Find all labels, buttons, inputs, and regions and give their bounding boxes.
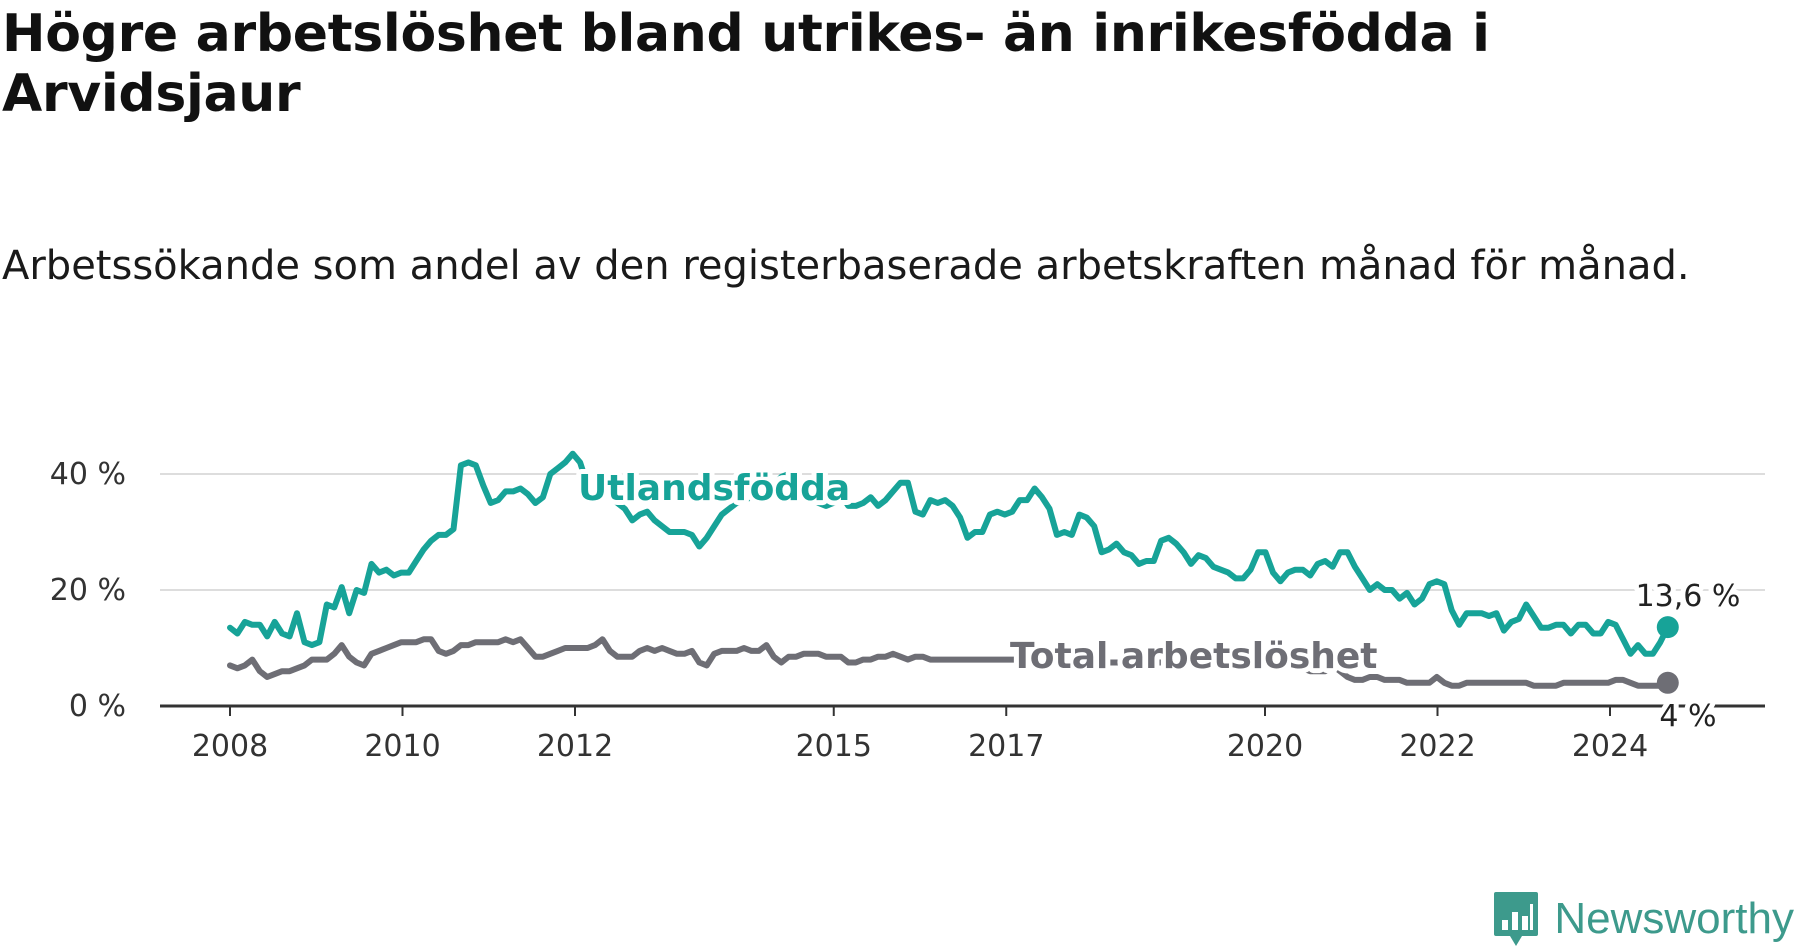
x-tick-label: 2022 — [1399, 729, 1475, 764]
x-tick-label: 2015 — [796, 729, 872, 764]
y-axis-ticks: 0 % 20 % 40 % — [50, 457, 126, 724]
end-point-utlandsfodda — [1656, 616, 1679, 639]
line-chart: 0 % 20 % 40 % 2008 2010 2012 2015 2017 2020 2022… — [50, 450, 1765, 764]
x-tick-label: 2010 — [364, 729, 440, 764]
chart-bubble-icon — [1494, 892, 1539, 946]
gridlines — [160, 473, 1765, 591]
brand-name: Newsworthy — [1554, 894, 1794, 943]
y-tick-label: 0 % — [69, 689, 126, 724]
chart-subtitle: Arbetssökande som andel av den registerb… — [2, 243, 1690, 289]
series-label-utlandsfodda: Utlandsfödda — [578, 468, 850, 509]
end-point-total — [1656, 671, 1679, 694]
x-axis-ticks: 2008 2010 2012 2015 2017 2020 2022 2024 — [160, 704, 1765, 764]
series-labels: Utlandsfödda Total arbetslöshet 13,6 % 4 % — [573, 463, 1745, 739]
end-label-total: 4 % — [1659, 699, 1716, 734]
x-tick-label: 2024 — [1572, 729, 1648, 764]
x-tick-label: 2020 — [1227, 729, 1303, 764]
series-line-total — [227, 636, 1671, 689]
series-line-utlandsfodda — [227, 450, 1671, 657]
x-tick-label: 2008 — [192, 729, 268, 764]
series-lines — [227, 450, 1679, 694]
chart-title: Högre arbetslöshet bland utrikes- än inr… — [2, 4, 1490, 124]
x-tick-label: 2012 — [537, 729, 613, 764]
y-tick-label: 20 % — [50, 573, 126, 608]
brand-logo: Newsworthy — [1492, 890, 1794, 948]
end-label-utlandsfodda: 13,6 % — [1636, 579, 1741, 614]
series-label-total: Total arbetslöshet — [1010, 636, 1378, 677]
x-tick-label: 2017 — [968, 729, 1044, 764]
y-tick-label: 40 % — [50, 457, 126, 492]
